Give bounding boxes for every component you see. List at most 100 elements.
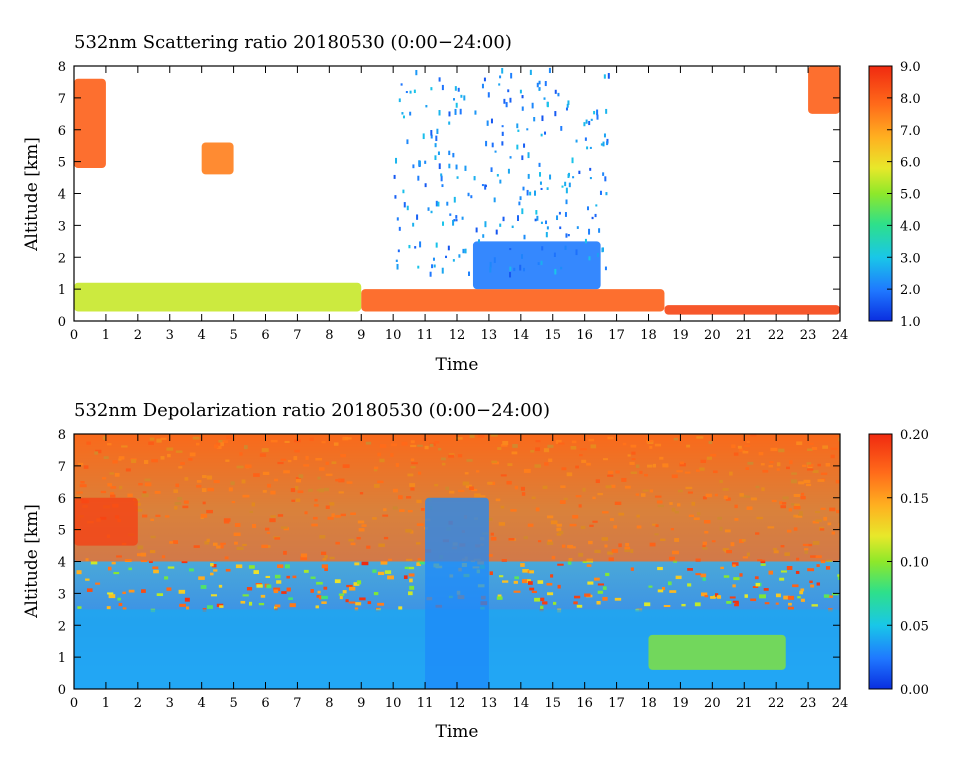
speckle-cell	[565, 187, 568, 194]
speckle-cell	[795, 570, 800, 574]
plot-background	[74, 66, 840, 321]
speckle-cell	[540, 221, 543, 224]
speckle-cell	[128, 589, 135, 593]
colorbar-label: 1.0	[900, 315, 921, 330]
speckle-cell	[566, 103, 569, 108]
speckle-cell	[809, 580, 813, 584]
speckle-cell	[557, 563, 564, 566]
speckle-cell	[596, 109, 599, 116]
speckle-cell	[117, 597, 121, 601]
speckle-cell	[614, 597, 622, 601]
speckle-cell	[435, 242, 438, 248]
speckle-cell	[545, 220, 548, 225]
y-tick-label: 7	[58, 460, 66, 475]
speckle-cell	[353, 582, 360, 586]
speckle-cell	[605, 572, 610, 577]
speckle-cell	[481, 184, 484, 187]
speckle-cell	[775, 593, 781, 598]
speckle-cell	[529, 587, 535, 591]
speckle-cell	[523, 579, 531, 583]
speckle-cell	[687, 583, 692, 587]
speckle-cell	[255, 583, 262, 586]
speckle-cell	[606, 141, 609, 146]
speckle-cell	[509, 97, 512, 103]
speckle-cell	[511, 225, 514, 229]
colorbar-label: 7.0	[900, 124, 921, 139]
axis-ticks: 0 1 2 3 4 5 6 7 8 9 10 11 12 13 14 15 16 17 18 19 20 21 22 23 24…	[58, 428, 849, 711]
speckle-cell	[536, 215, 539, 221]
speckle-cell	[545, 231, 548, 238]
speckle-cell	[430, 134, 433, 139]
speckle-cell	[463, 95, 466, 101]
speckle-cell	[225, 568, 231, 572]
x-tick-label: 15	[544, 696, 561, 711]
speckle-cell	[537, 580, 544, 584]
speckle-cell	[95, 582, 101, 585]
speckle-cell	[521, 155, 524, 161]
speckle-cell	[560, 266, 563, 270]
speckle-cell	[546, 187, 549, 190]
speckle-cell	[486, 120, 489, 126]
speckle-cell	[557, 92, 560, 97]
x-tick-label: 6	[261, 696, 269, 711]
speckle-cell	[292, 575, 297, 579]
speckle-cell	[675, 575, 682, 580]
speckle-cell	[499, 223, 502, 227]
speckle-cell	[185, 606, 190, 610]
speckle-cell	[416, 562, 422, 566]
speckle-cell	[408, 244, 411, 249]
speckle-cell	[559, 226, 562, 230]
speckle-cell	[694, 602, 701, 607]
speckle-cell	[377, 602, 385, 606]
speckle-cell	[487, 92, 490, 98]
y-tick-label: 1	[58, 283, 66, 298]
speckle-cell	[77, 606, 82, 609]
speckle-cell	[452, 259, 455, 262]
speckle-cell	[519, 89, 522, 94]
speckle-cell	[413, 89, 416, 94]
speckle-cell	[573, 601, 578, 605]
speckle-cell	[108, 594, 116, 599]
speckle-cell	[702, 577, 706, 581]
speckle-cell	[448, 121, 451, 125]
speckle-cell	[440, 175, 443, 182]
speckle-cell	[701, 592, 708, 597]
speckle-cell	[211, 564, 217, 568]
speckle-cell	[310, 589, 314, 593]
speckle-cell	[436, 128, 439, 135]
speckle-cell	[316, 595, 321, 598]
colorbar-label: 0.00	[900, 683, 929, 698]
speckle-cell	[76, 570, 82, 575]
y-tick-label: 0	[58, 315, 66, 330]
speckle-cell	[164, 576, 169, 580]
speckle-cell	[453, 98, 456, 101]
speckle-cell	[764, 602, 770, 605]
speckle-cell	[734, 603, 739, 607]
x-tick-label: 3	[166, 328, 174, 343]
x-tick-label: 10	[385, 696, 402, 711]
speckle-cell	[188, 568, 194, 572]
speckle-cell	[565, 199, 568, 205]
colorbar-label: 0.20	[900, 428, 929, 443]
speckle-cell	[373, 592, 379, 596]
speckle-cell	[587, 581, 594, 585]
speckle-cell	[432, 257, 435, 261]
speckle-cell	[467, 192, 470, 197]
speckle-cell	[418, 160, 421, 166]
x-tick-label: 12	[449, 328, 466, 343]
speckle-cell	[744, 594, 748, 598]
speckle-cell	[213, 569, 218, 572]
x-axis-label: Time	[436, 722, 479, 742]
speckle-cell	[412, 164, 415, 169]
speckle-cell	[732, 564, 736, 568]
speckle-cell	[501, 131, 504, 136]
speckle-cell	[534, 218, 537, 222]
speckle-cell	[456, 176, 459, 179]
speckle-cell	[402, 189, 405, 194]
speckle-cell	[266, 584, 272, 589]
speckle-cell	[513, 580, 518, 584]
speckle-cell	[489, 266, 492, 273]
speckle-cell	[786, 565, 793, 570]
speckle-cell	[700, 573, 707, 578]
speckle-cell	[380, 561, 388, 565]
